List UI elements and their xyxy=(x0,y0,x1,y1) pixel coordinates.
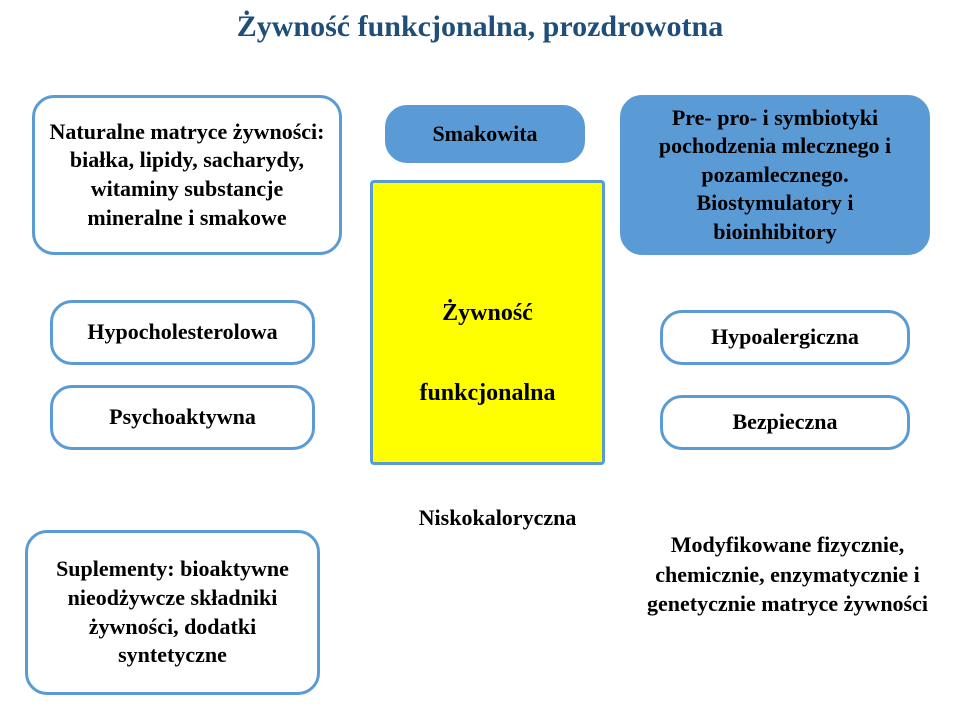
text-niskokaloryczna: Niskokaloryczna xyxy=(390,505,605,531)
box-hypocholesterolowa: Hypocholesterolowa xyxy=(50,300,315,365)
box-text: Niskokaloryczna xyxy=(419,505,577,530)
box-naturalne-matryce: Naturalne matryce żywności: białka, lipi… xyxy=(32,95,342,255)
box-text: Bezpieczna xyxy=(732,408,837,437)
box-pre-pro-symbiotyki: Pre- pro- i symbiotyki pochodzenia mlecz… xyxy=(620,95,930,255)
box-text: Hypocholesterolowa xyxy=(87,318,277,347)
center-line1: Żywność xyxy=(373,298,602,329)
box-smakowita: Smakowita xyxy=(385,105,585,163)
box-suplementy: Suplementy: bioaktywne nieodżywcze skład… xyxy=(25,530,320,695)
box-text: Suplementy: bioaktywne nieodżywcze skład… xyxy=(42,555,303,669)
box-text: Naturalne matryce żywności: białka, lipi… xyxy=(49,118,325,232)
box-text: Psychoaktywna xyxy=(109,403,256,432)
box-text: Pre- pro- i symbiotyki pochodzenia mlecz… xyxy=(636,104,914,247)
box-psychoaktywna: Psychoaktywna xyxy=(50,385,315,450)
box-bezpieczna: Bezpieczna xyxy=(660,395,910,450)
box-text: Modyfikowane fizycznie, chemicznie, enzy… xyxy=(647,532,928,616)
box-text: Smakowita xyxy=(432,120,537,149)
center-line2: funkcjonalna xyxy=(373,378,602,409)
box-hypoalergiczna: Hypoalergiczna xyxy=(660,310,910,365)
page-title: Żywność funkcjonalna, prozdrowotna xyxy=(0,10,960,44)
text-modyfikowane: Modyfikowane fizycznie, chemicznie, enzy… xyxy=(640,530,935,619)
box-text: Hypoalergiczna xyxy=(711,323,859,352)
box-zywnosc-funkcjonalna: Żywność funkcjonalna xyxy=(370,180,605,465)
